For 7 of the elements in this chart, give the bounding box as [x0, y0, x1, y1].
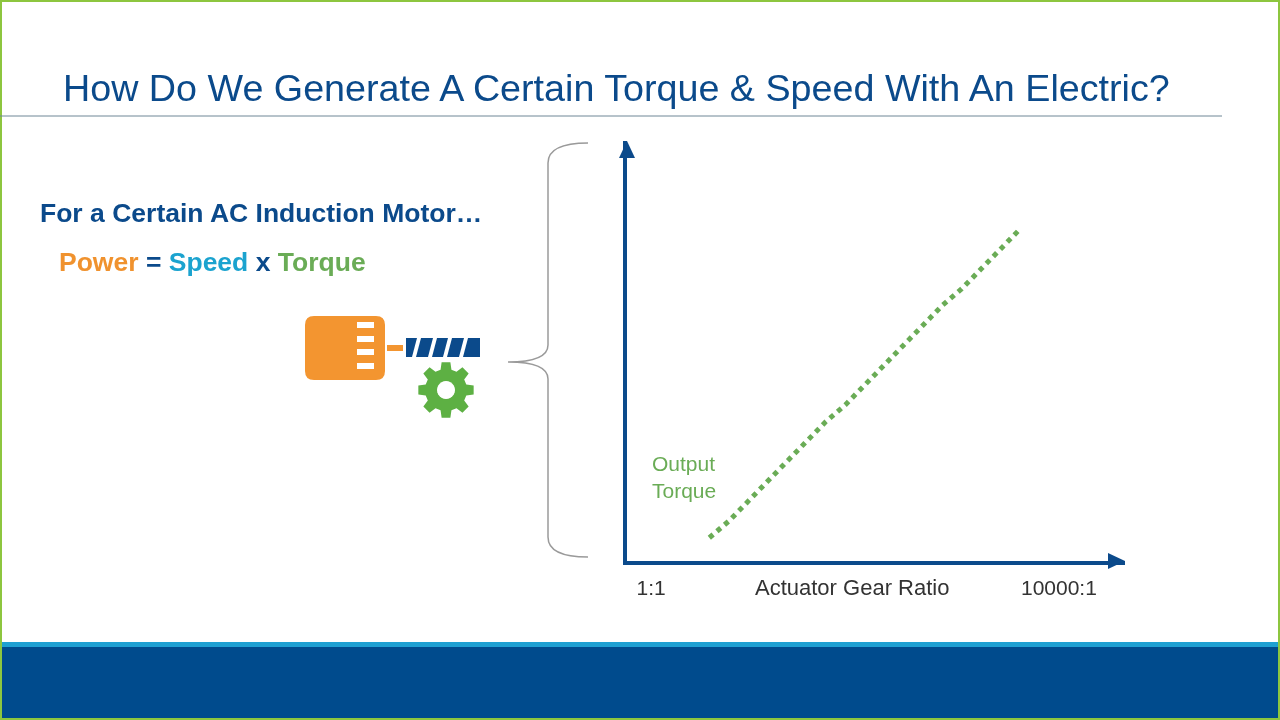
series-label: Output Torque: [652, 452, 717, 503]
text: For a Certain AC Induction Motor…: [40, 198, 483, 228]
x-tick-label: 10000:1: [1020, 576, 1097, 600]
text: Power = Speed x Torque: [59, 247, 366, 277]
x-axis-title: Actuator Gear Ratio: [755, 575, 950, 600]
x-tick-label: 1:1: [636, 576, 666, 600]
chart-title: How Do We Generate A Certain Torque & Speed With An Electric?: [63, 67, 1170, 110]
